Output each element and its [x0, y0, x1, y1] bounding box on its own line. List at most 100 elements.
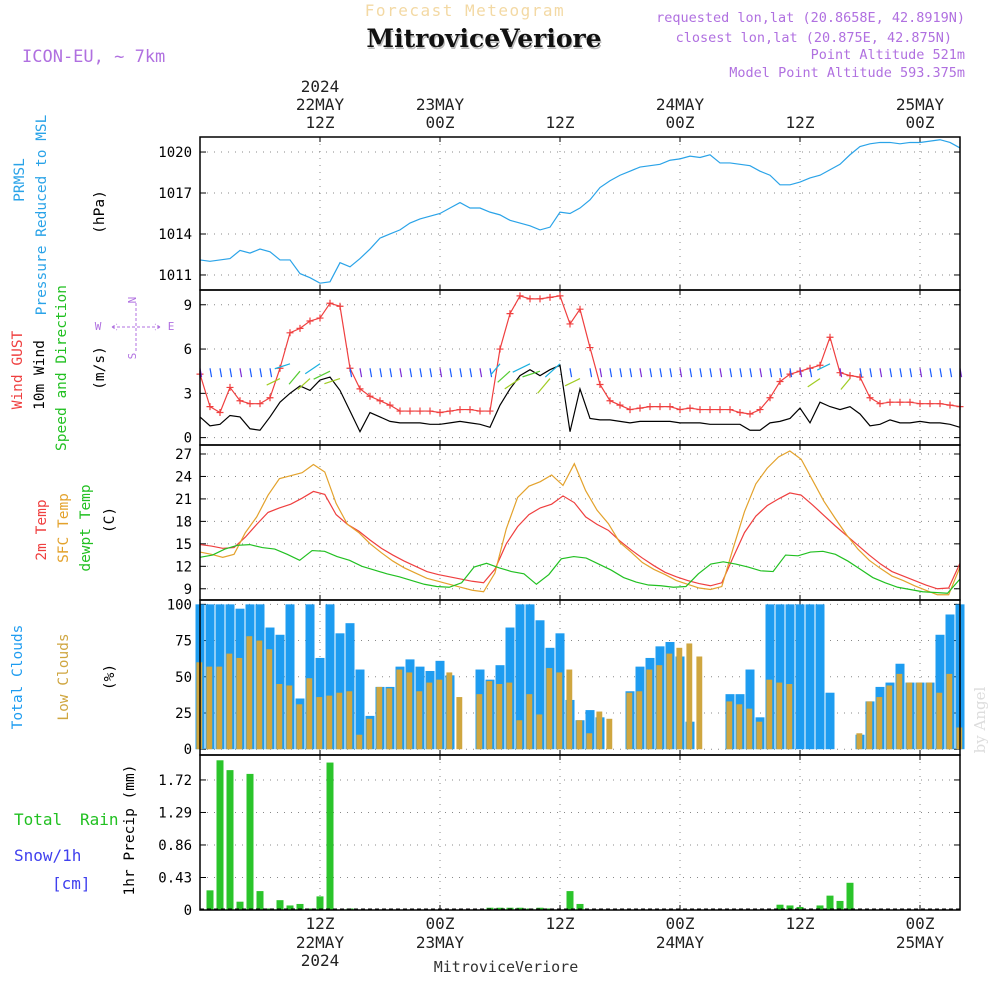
bottom-hour-label: 12Z — [306, 914, 335, 933]
top-year-label: 2024 — [301, 77, 340, 96]
low-cloud-bar — [376, 686, 383, 750]
wind-direction-arrow — [522, 370, 541, 378]
wind-direction-arrow — [816, 363, 831, 371]
precip-cm-label: [cm] — [52, 874, 91, 893]
gust-point — [486, 407, 494, 415]
gust-point — [386, 401, 394, 409]
low-cloud-bar — [586, 733, 593, 750]
top-hour-label: 00Z — [666, 113, 695, 132]
top-hour-label: 00Z — [906, 113, 935, 132]
low-cloud-bar — [486, 681, 493, 750]
gust-point — [726, 406, 734, 414]
wind-direction-arrow — [239, 368, 243, 378]
wind-direction-arrow — [313, 370, 331, 380]
gust-point — [236, 397, 244, 405]
wind-direction-arrow — [879, 368, 883, 378]
low-cloud-bar — [746, 708, 753, 750]
pressure-frame — [199, 136, 961, 291]
low-cloud-bar — [496, 684, 503, 750]
low-cloud-bar — [296, 704, 303, 750]
low-cloud-bar — [316, 697, 323, 750]
low-cloud-bar — [656, 665, 663, 750]
wind-direction-arrow — [869, 368, 873, 378]
precip-bar — [776, 904, 784, 910]
precip-bar — [846, 882, 854, 910]
top-date-label: 25MAY — [896, 95, 945, 114]
gust-point — [286, 329, 294, 337]
wind-direction-arrow — [840, 378, 851, 390]
gust-point — [826, 333, 834, 341]
gust-point — [396, 407, 404, 415]
compass-east: E — [168, 320, 175, 333]
gust-point — [376, 397, 384, 405]
wind-direction-arrow — [609, 368, 613, 378]
wind-direction-arrow — [679, 368, 683, 378]
temp-unit-label: (C) — [102, 507, 118, 533]
total-cloud-bar — [335, 633, 345, 750]
gust-point — [226, 383, 234, 391]
low-cloud-bar — [766, 679, 773, 750]
wind-direction-arrow — [807, 378, 821, 388]
low-cloud-bar — [236, 657, 243, 750]
wind-speed-dir-label: Speed and Direction — [54, 285, 70, 451]
bottom-date-label: 25MAY — [896, 933, 945, 952]
wind-direction-arrow — [429, 368, 433, 378]
wind-direction-arrow — [859, 368, 863, 378]
low-cloud-bar — [516, 720, 523, 750]
gust-point — [536, 295, 544, 303]
wind-direction-arrow — [229, 368, 233, 378]
model-altitude: Model Point Altitude 593.375m — [729, 65, 965, 81]
precip-bar — [786, 905, 794, 910]
gust-point — [416, 407, 424, 415]
top-hour-label: 12Z — [786, 113, 815, 132]
wind-direction-arrow — [919, 368, 923, 378]
precip-bar — [516, 907, 524, 910]
wind-direction-arrow — [459, 368, 463, 378]
wind-direction-arrow — [749, 368, 753, 378]
wind-direction-arrow — [409, 368, 413, 378]
wind-direction-arrow — [769, 368, 773, 378]
title-group: Forecast Meteogram MitroviceVeriore Mitr… — [22, 1, 989, 976]
total-cloud-bar — [775, 604, 785, 750]
gust-point — [866, 394, 874, 402]
sfc-temp-label: SFC Temp — [56, 493, 72, 563]
wind-direction-arrow — [839, 368, 843, 378]
low-clouds-label: Low Clouds — [56, 633, 72, 720]
product-title: Forecast Meteogram — [365, 1, 565, 20]
low-cloud-bar — [346, 691, 353, 750]
gust-point — [546, 293, 554, 301]
model-label: ICON-EU, ~ 7km — [22, 47, 165, 67]
total-cloud-bar — [535, 620, 545, 750]
precip-bar — [246, 773, 254, 910]
top-date-label: 24MAY — [656, 95, 705, 114]
temperature-ytick-label: 27 — [175, 447, 192, 463]
total-cloud-bar — [805, 604, 815, 750]
low-cloud-bar — [256, 640, 263, 750]
wind-direction-arrow — [544, 363, 561, 378]
low-cloud-bar — [556, 672, 563, 750]
low-cloud-bar — [726, 701, 733, 750]
bottom-year-label: 2024 — [301, 951, 340, 970]
precip-ytick-label: 1.72 — [158, 773, 192, 789]
wind-direction-arrow — [564, 378, 581, 387]
wind-direction-arrow — [324, 378, 341, 385]
precip-bar — [286, 905, 294, 910]
gust-point — [816, 361, 824, 369]
total-cloud-bar — [355, 669, 365, 750]
low-cloud-bar — [246, 636, 253, 750]
temperature-ytick-label: 21 — [175, 492, 192, 508]
low-cloud-bar — [456, 697, 463, 750]
sfc-temp-line — [199, 450, 961, 596]
temperature-panel: 9 12 15 18 21 24 27 — [175, 445, 961, 600]
wind10m-label: 10m Wind — [32, 340, 48, 410]
pressure-panel: 1011 1014 1017 1020 — [158, 137, 961, 290]
clouds-ytick-label: 50 — [175, 670, 192, 686]
wind-direction-arrow — [779, 368, 783, 378]
precip-ytick-label: 1.29 — [158, 805, 192, 821]
wind-direction-arrow — [399, 368, 403, 378]
dewpt-temp-line — [199, 543, 961, 594]
temperature-frame — [199, 444, 961, 601]
wind-direction-arrow — [589, 368, 593, 378]
precip-ytick-label: 0.86 — [158, 838, 192, 854]
wind-direction-arrow — [719, 368, 723, 378]
